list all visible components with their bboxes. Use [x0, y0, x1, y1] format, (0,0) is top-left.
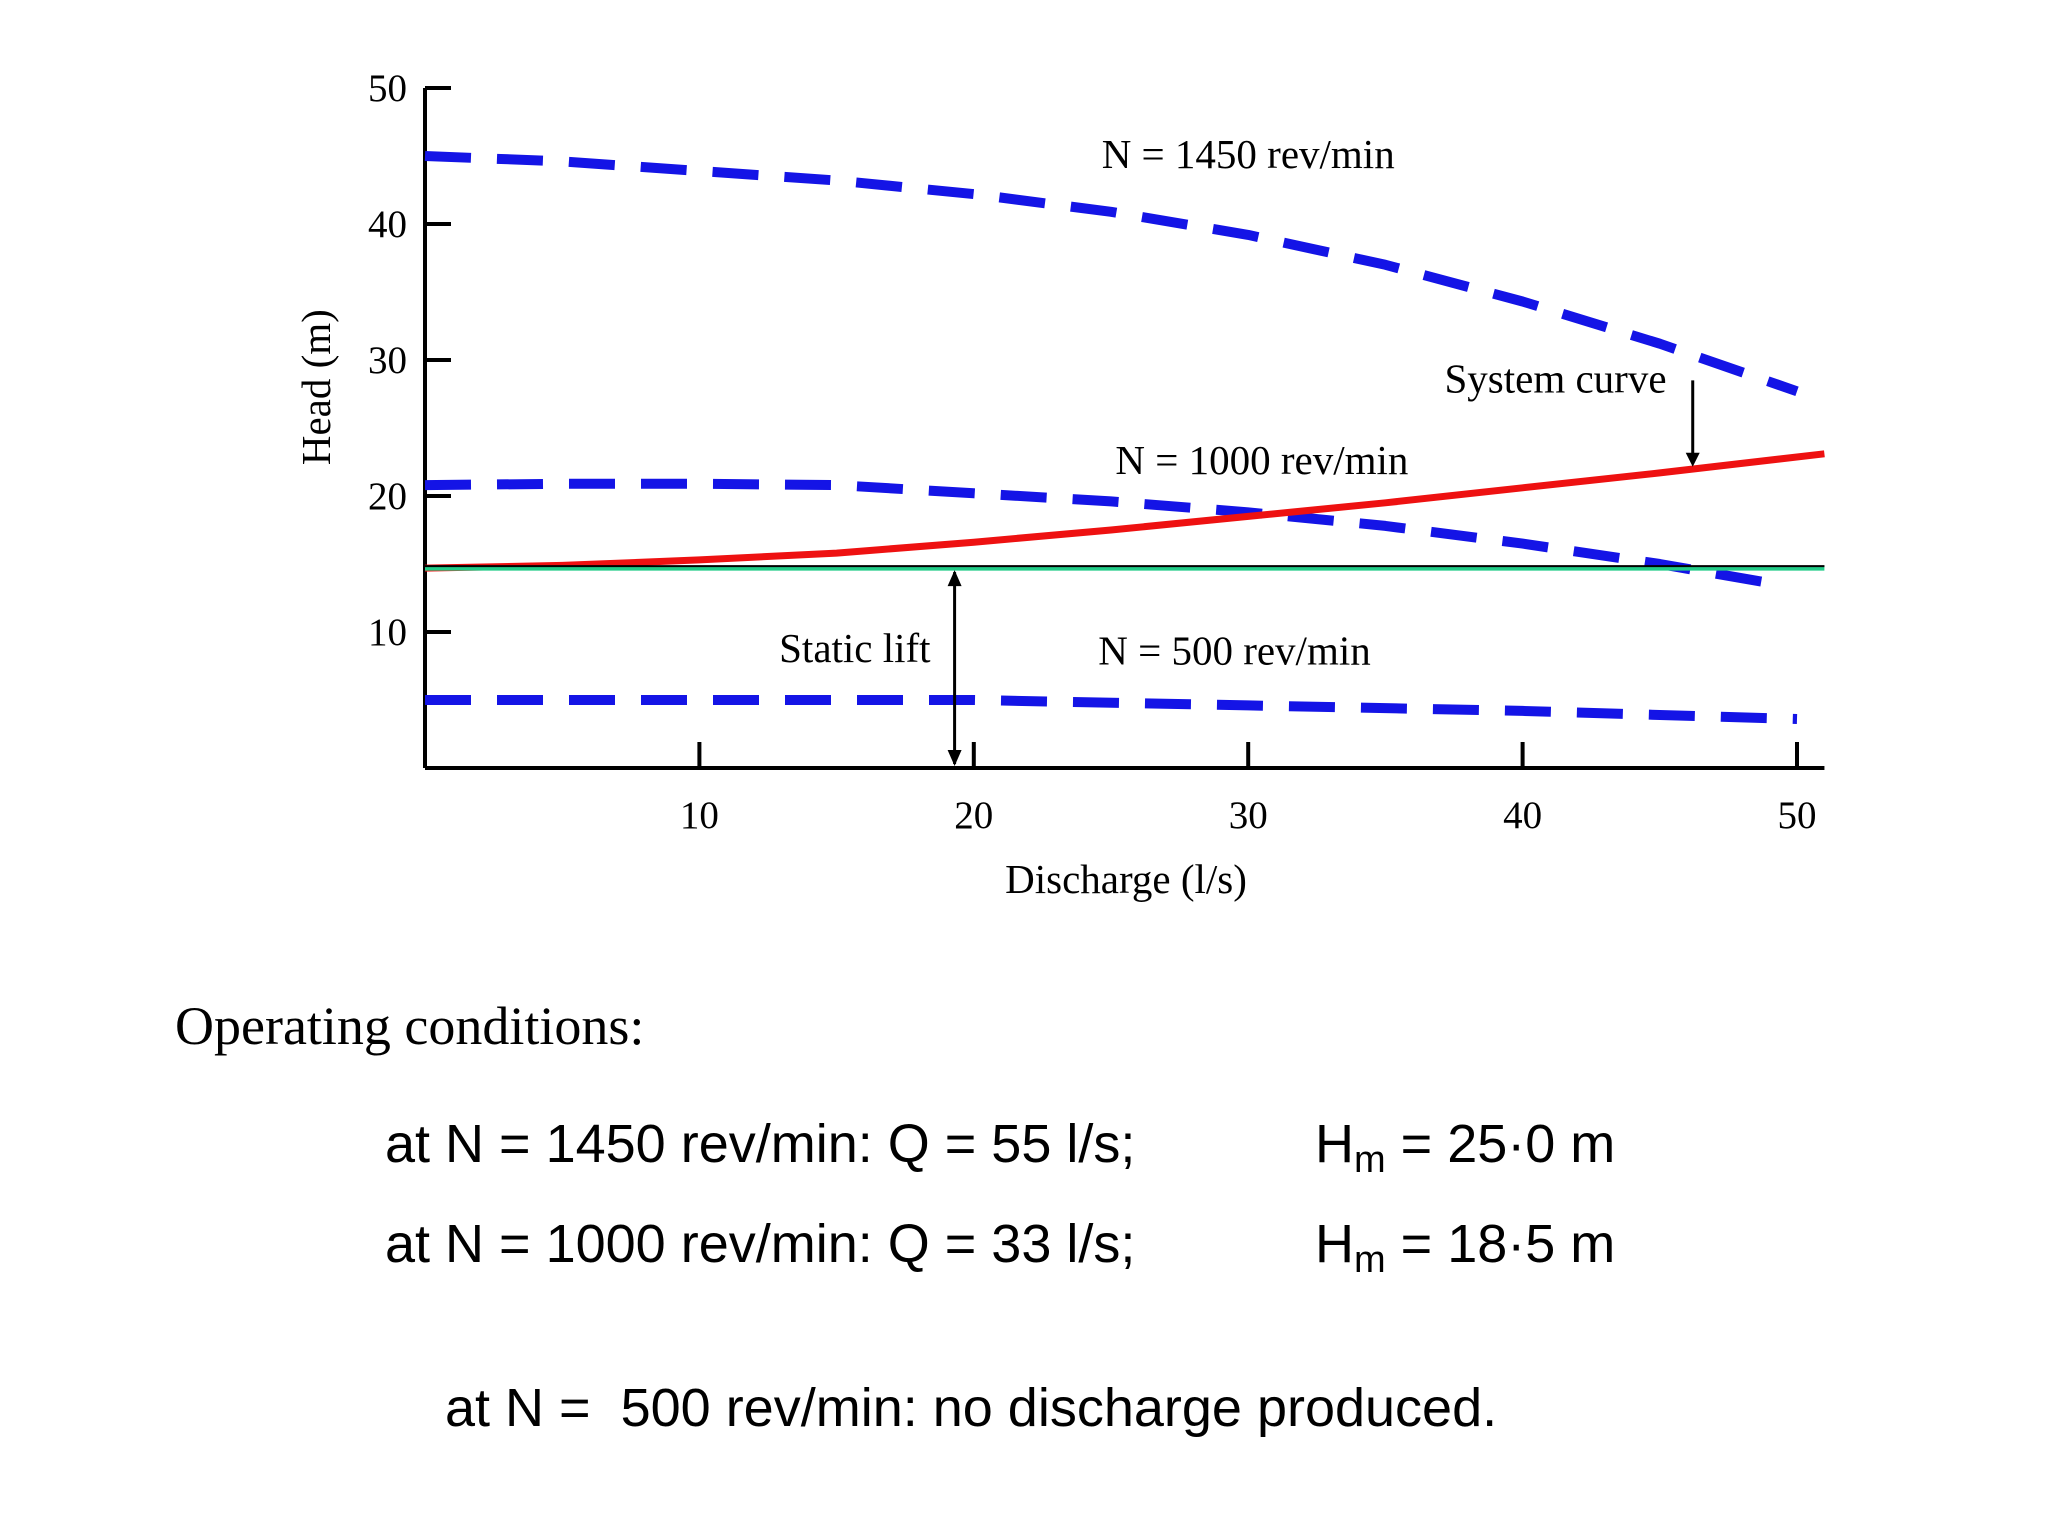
y-tick-label: 20 [368, 475, 407, 518]
curve-label: N = 1000 rev/min [1115, 437, 1408, 483]
curve-label: N = 500 rev/min [1098, 627, 1371, 673]
static-lift-arrowhead-bottom [947, 750, 962, 766]
system-curve-arrowhead [1685, 452, 1700, 467]
series-n-500-rev-min [425, 695, 1798, 724]
head-value: Hm = 18·5 m [1315, 1214, 1616, 1281]
x-tick-label: 10 [680, 794, 719, 837]
y-tick-label: 30 [368, 339, 407, 382]
pump-characteristic-chart: 10 20 30 40 50 10 20 30 40 50 Discharge (l/s) Head … [293, 67, 1825, 902]
y-tick-label: 50 [368, 67, 407, 110]
y-axis-title: Head (m) [293, 309, 339, 465]
static-lift-label: Static lift [779, 625, 931, 671]
condition-line-1450: at N = 1450 rev/min: Q = 55 l/s; Hm = 25… [385, 1113, 1615, 1181]
curve-label: N = 1450 rev/min [1102, 131, 1395, 177]
system-curve-label: System curve [1445, 356, 1667, 402]
series-n-1450-rev-min [424, 151, 1799, 397]
plot-area: 10 20 30 40 50 10 20 30 40 50 Discharge (l/s) Head … [293, 67, 1825, 902]
x-tick-label: 30 [1229, 794, 1268, 837]
condition-line-500: at N = 500 rev/min: no discharge produce… [385, 1315, 1497, 1501]
condition-line-1000: at N = 1000 rev/min: Q = 33 l/s; Hm = 18… [385, 1213, 1615, 1281]
y-tick-label: 40 [368, 203, 407, 246]
conditions-heading: Operating conditions: [175, 996, 645, 1056]
x-tick-label: 40 [1503, 794, 1542, 837]
condition-text: at N = 500 rev/min: no discharge produce… [445, 1378, 1498, 1438]
x-axis-title: Discharge (l/s) [1005, 856, 1247, 902]
x-tick-label: 20 [954, 794, 993, 837]
condition-text: at N = 1000 rev/min: Q = 33 l/s; [385, 1214, 1136, 1274]
static-lift-arrowhead-top [947, 570, 962, 587]
condition-text: at N = 1450 rev/min: Q = 55 l/s; [385, 1114, 1136, 1174]
head-value: Hm = 25·0 m [1315, 1114, 1616, 1181]
series-system-curve [424, 450, 1825, 572]
x-tick-label: 50 [1778, 794, 1817, 837]
y-tick-label: 10 [368, 611, 407, 654]
series-n-1000-rev-min [424, 478, 1771, 588]
